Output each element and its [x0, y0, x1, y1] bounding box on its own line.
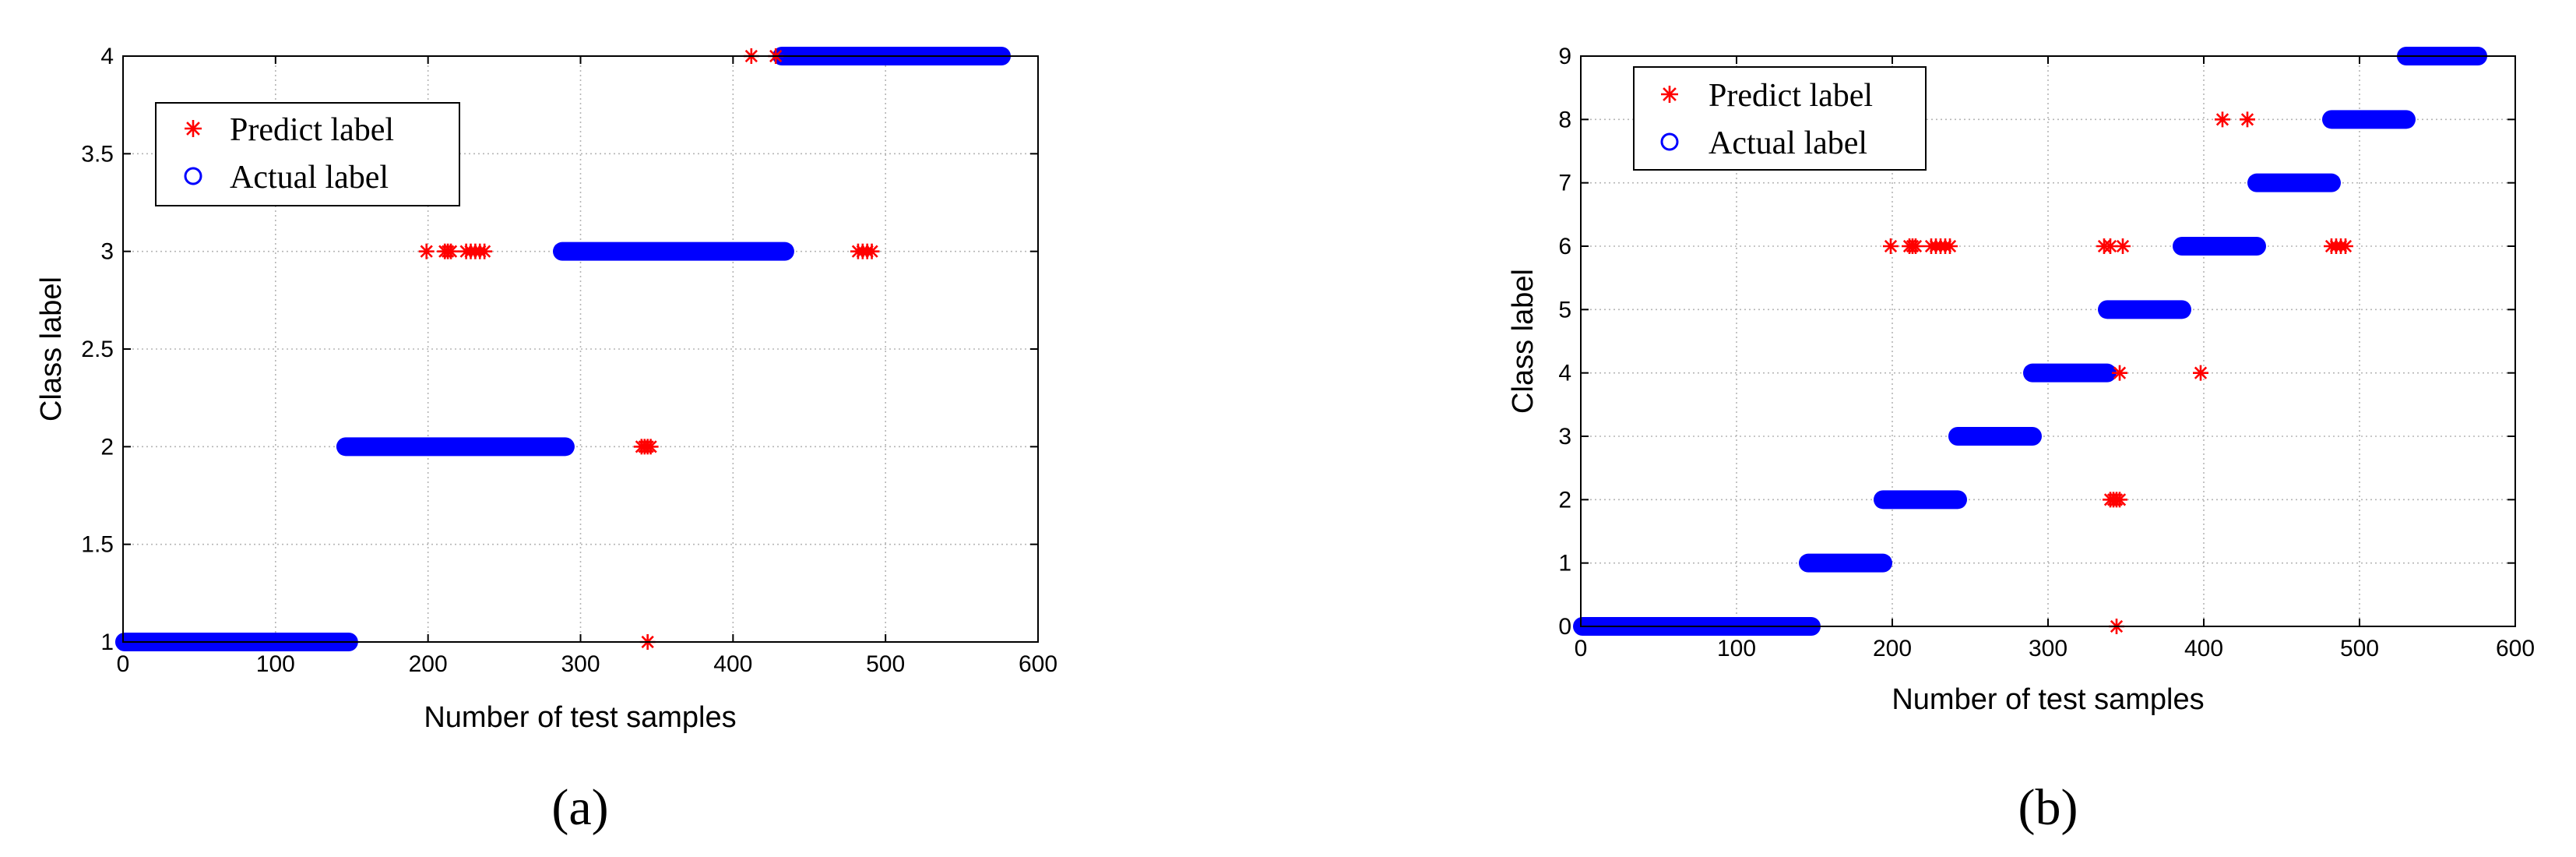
y-tick-label: 1.5 — [81, 532, 114, 558]
axes-frame-b — [1580, 55, 2516, 627]
legend-actual-label: Actual label — [230, 160, 389, 196]
x-tick-label: 400 — [713, 651, 752, 677]
legend-circle-icon — [184, 167, 202, 185]
legend-asterisk-icon — [185, 120, 202, 137]
predict-label-point — [443, 243, 459, 259]
predict-label-point — [2112, 492, 2127, 508]
predict-label-point — [642, 439, 659, 455]
predict-label-point — [2112, 365, 2127, 381]
x-tick-label: 200 — [1873, 636, 1912, 661]
x-tick-label: 200 — [409, 651, 448, 677]
plot-area-b: 0 100 200 300 400 500 600 0 1 2 3 4 5 6 7 8 9 — [1558, 44, 2535, 661]
y-tick-label: 7 — [1558, 171, 1571, 196]
legend-box-b — [1633, 66, 1927, 171]
y-tick-label: 2.5 — [81, 337, 114, 362]
x-tick-label: 300 — [561, 651, 600, 677]
legend-circle-icon — [1660, 132, 1679, 151]
predict-label-point — [477, 243, 493, 259]
x-tick-label: 600 — [2496, 636, 2535, 661]
chart-panel-a: 0 100 200 300 400 500 600 1 1.5 2 2.5 3 3.5 4 Predict… — [35, 44, 1057, 836]
y-tick-label: 2 — [100, 434, 114, 460]
predict-label-point — [2215, 111, 2230, 128]
legend-predict-label: Predict label — [230, 112, 394, 148]
legend-b: Predict label Actual label — [1633, 66, 1927, 171]
y-tick-label: 3 — [1558, 424, 1571, 450]
y-tick-label: 5 — [1558, 297, 1571, 323]
legend-a: Predict label Actual label — [155, 102, 460, 206]
x-tick-label: 0 — [117, 651, 130, 677]
predict-label-point — [1942, 238, 1958, 254]
panel-label-a: (a) — [551, 779, 608, 836]
y-tick-label: 4 — [1558, 361, 1571, 386]
legend-actual-label: Actual label — [1709, 125, 1867, 161]
x-tick-label: 100 — [256, 651, 295, 677]
x-tick-label: 100 — [1717, 636, 1756, 661]
y-tick-label: 2 — [1558, 487, 1571, 513]
y-tick-label: 6 — [1558, 234, 1571, 259]
x-tick-label: 0 — [1575, 636, 1588, 661]
legend-asterisk-icon — [1661, 86, 1678, 103]
predict-label-point — [1883, 238, 1899, 254]
predict-label-point — [864, 243, 880, 259]
y-tick-label: 0 — [1558, 614, 1571, 640]
x-axis-label-b: Number of test samples — [1892, 683, 2204, 716]
predict-label-point — [418, 243, 435, 259]
y-tick-label: 9 — [1558, 44, 1571, 69]
axes-frame-a — [122, 55, 1039, 643]
panel-label-b: (b) — [2018, 779, 2078, 836]
legend-predict-label: Predict label — [1709, 78, 1873, 114]
y-axis-label-a: Class label — [35, 277, 68, 421]
y-tick-label: 1 — [1558, 551, 1571, 577]
y-tick-label: 8 — [1558, 107, 1571, 132]
y-tick-label: 3 — [100, 239, 114, 265]
x-tick-label: 400 — [2184, 636, 2223, 661]
x-axis-label-a: Number of test samples — [424, 701, 736, 734]
y-axis-label-b: Class label — [1507, 269, 1540, 414]
predict-label-point — [2338, 238, 2353, 254]
y-tick-label: 3.5 — [81, 141, 114, 167]
y-tick-label: 1 — [100, 630, 114, 655]
predict-label-point — [1908, 238, 1923, 254]
chart-panel-b: 0 100 200 300 400 500 600 0 1 2 3 4 5 6 7 8 9 Predict la… — [1507, 44, 2535, 836]
predict-label-point — [2115, 238, 2131, 254]
x-tick-label: 500 — [866, 651, 905, 677]
legend-box-a — [155, 102, 460, 206]
predict-label-point — [2193, 365, 2208, 381]
x-tick-label: 500 — [2340, 636, 2379, 661]
y-tick-label: 4 — [100, 44, 114, 69]
predict-label-point — [2240, 111, 2255, 128]
x-tick-label: 300 — [2029, 636, 2067, 661]
x-tick-label: 600 — [1019, 651, 1057, 677]
